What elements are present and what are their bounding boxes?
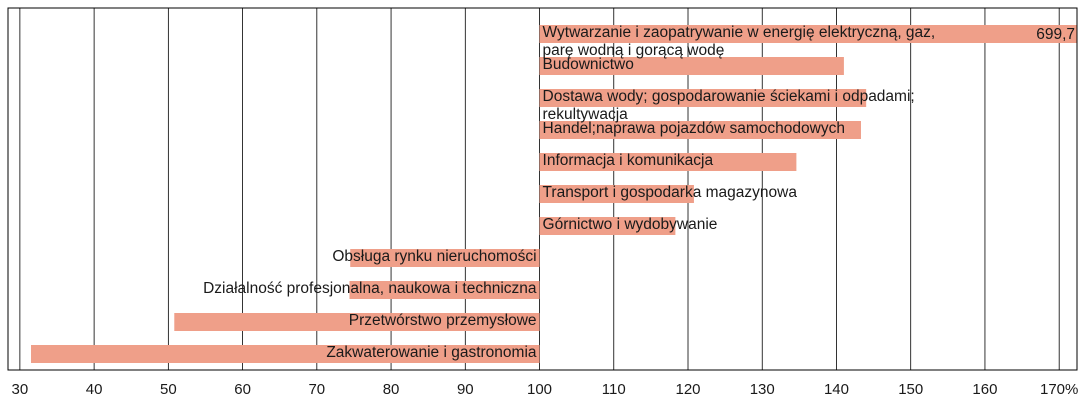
x-tick-label: 130 [750, 381, 775, 398]
category-label: Transport i gospodarka magazynowa [542, 184, 797, 201]
category-label: Obsługa rynku nieruchomości [332, 248, 537, 265]
plot-frame [7, 7, 1078, 371]
x-tick-label: 170% [1040, 381, 1078, 398]
bar [350, 249, 540, 267]
category-label: Budownictwo [542, 56, 634, 73]
bar [31, 345, 540, 363]
x-tick-label: 70 [308, 381, 325, 398]
category-label: Przetwórstwo przemysłowe [348, 312, 537, 329]
x-tick-label: 90 [457, 381, 474, 398]
bar [539, 217, 676, 235]
category-label: Dostawa wody; gospodarowanie ściekami i … [542, 88, 915, 123]
x-tick-label: 110 [602, 381, 626, 398]
value-label: 699,7 [1036, 26, 1075, 43]
x-tick-label: 120 [675, 381, 700, 398]
x-tick-label: 100 [527, 381, 552, 398]
bar [174, 313, 540, 331]
bar [539, 89, 867, 107]
category-label: Górnictwo i wydobywanie [542, 216, 718, 233]
x-tick-label: 150 [898, 381, 923, 398]
category-label: Informacja i komunikacja [542, 152, 714, 169]
category-label: Handel;naprawa pojazdów samochodowych [542, 120, 845, 137]
category-label: Działalność profesjonalna, naukowa i tec… [203, 280, 537, 297]
x-tick-label: 40 [86, 381, 103, 398]
x-tick-label: 60 [234, 381, 251, 398]
bar [539, 185, 694, 203]
x-tick-label: 160 [972, 381, 997, 398]
x-tick-label: 140 [824, 381, 849, 398]
x-tick-label: 30 [12, 381, 29, 398]
bar [539, 121, 861, 139]
x-tick-label: 50 [160, 381, 177, 398]
category-label: Wytwarzanie i zaopatrywanie w energię el… [542, 24, 936, 59]
bar [349, 281, 540, 299]
x-tick-label: 80 [383, 381, 400, 398]
bar [539, 25, 1077, 43]
bar [539, 57, 844, 75]
category-label: Zakwaterowanie i gastronomia [326, 344, 537, 361]
bar [539, 153, 797, 171]
